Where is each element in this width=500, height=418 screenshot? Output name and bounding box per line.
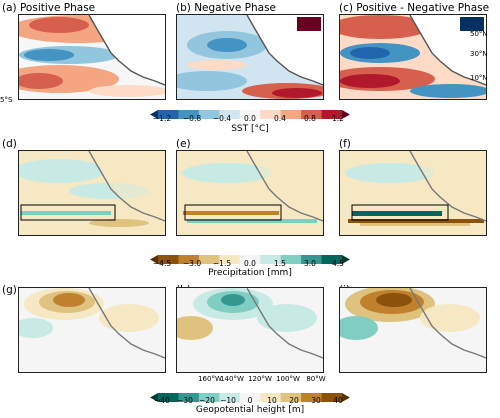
sst-tick: 0.0 xyxy=(244,114,256,123)
colorbar-swatch xyxy=(321,255,343,264)
lon-label-160w: 160°W xyxy=(198,375,222,383)
lat-label-10n: 10°N xyxy=(470,74,488,82)
colorbar-swatch xyxy=(321,393,343,402)
geo-colorbar-label: Geopotential height [m] xyxy=(195,405,305,415)
lon-label-140w: 140°W xyxy=(220,375,244,383)
sst-tick: 1.2 xyxy=(332,114,344,123)
colorbar-swatch xyxy=(198,255,220,264)
colorbar-swatch xyxy=(219,393,241,402)
colorbar-swatch xyxy=(301,393,323,402)
colorbar-swatch xyxy=(239,110,261,119)
colorbar-swatch xyxy=(158,255,179,264)
panel-f-title: (f) xyxy=(339,138,351,150)
precip-tick: 3.0 xyxy=(304,259,316,268)
geo-tick: −10 xyxy=(220,396,236,405)
sst-tick: 0.4 xyxy=(274,114,286,123)
geo-tick: −20 xyxy=(199,396,215,405)
sst-colorbar-label: SST [°C] xyxy=(231,124,269,134)
sst-tick: 0.8 xyxy=(304,114,316,123)
colorbar-extend-high xyxy=(342,393,350,402)
colorbar-swatch xyxy=(301,255,323,264)
lat-label-5s: 5°S xyxy=(0,96,13,104)
sst-tick: −0.8 xyxy=(182,114,202,123)
panel-b-title: (b) Negative Phase xyxy=(176,2,277,14)
colorbar-swatch xyxy=(158,110,179,119)
colorbar-swatch xyxy=(219,255,241,264)
sst-tick: −1.2 xyxy=(152,114,172,123)
colorbar-extend-low xyxy=(150,255,158,264)
colorbar-swatch xyxy=(321,110,343,119)
precip-colorbar-label: Precipitation [mm] xyxy=(208,268,292,278)
panel-a-title: (a) Positive Phase xyxy=(2,2,96,14)
colorbar-swatch xyxy=(239,393,261,402)
geo-tick: −30 xyxy=(177,396,193,405)
lat-label-30n: 30°N xyxy=(470,50,488,58)
colorbar-swatch xyxy=(280,255,302,264)
geo-tick: 20 xyxy=(289,396,299,405)
colorbar-swatch xyxy=(260,255,282,264)
map-f-precip-difference xyxy=(339,150,487,236)
map-e-precip-negative xyxy=(176,150,324,236)
precip-tick: 4.5 xyxy=(332,259,344,268)
map-c-sst-difference xyxy=(339,14,487,100)
lon-label-80w: 80°W xyxy=(306,375,326,383)
colorbar-swatch xyxy=(301,110,323,119)
colorbar-extend-high xyxy=(342,255,350,264)
colorbar-swatch xyxy=(198,393,220,402)
geo-colorbar xyxy=(150,387,350,402)
colorbar-swatch xyxy=(178,110,200,119)
colorbar-swatch xyxy=(260,110,282,119)
colorbar-extend-low xyxy=(150,393,158,402)
colorbar-swatch xyxy=(158,393,179,402)
precip-colorbar-swatches xyxy=(150,255,350,264)
precip-tick: −1.5 xyxy=(212,259,232,268)
sst-tick: −0.4 xyxy=(212,114,232,123)
panel-e-title: (e) xyxy=(176,138,191,150)
geo-colorbar-swatches xyxy=(150,393,350,402)
map-b-sst-negative xyxy=(176,14,324,100)
colorbar-swatch xyxy=(178,393,200,402)
colorbar-extend-low xyxy=(150,110,158,119)
geo-tick: 40 xyxy=(333,396,343,405)
colorbar-swatch xyxy=(198,110,220,119)
precip-colorbar xyxy=(150,249,350,264)
colorbar-swatch xyxy=(178,255,200,264)
colorbar-swatch xyxy=(219,110,241,119)
colorbar-extend-high xyxy=(342,110,350,119)
map-h-geopotential-negative xyxy=(176,287,324,373)
geo-tick: 0 xyxy=(247,396,253,405)
map-d-precip-positive xyxy=(18,150,166,236)
lon-label-120w: 120°W xyxy=(248,375,272,383)
lon-label-100w: 100°W xyxy=(276,375,300,383)
geo-tick: 30 xyxy=(311,396,321,405)
colorbar-swatch xyxy=(239,255,261,264)
colorbar-swatch xyxy=(280,110,302,119)
map-i-geopotential-difference xyxy=(339,287,487,373)
sst-colorbar-swatches xyxy=(150,110,350,119)
map-g-geopotential-positive xyxy=(18,287,166,373)
geo-tick: 10 xyxy=(267,396,277,405)
geo-tick: −40 xyxy=(154,396,170,405)
sst-colorbar xyxy=(150,104,350,119)
colorbar-swatch xyxy=(280,393,302,402)
precip-tick: 0.0 xyxy=(244,259,256,268)
colorbar-swatch xyxy=(260,393,282,402)
lat-label-50n: 50°N xyxy=(470,30,488,38)
precip-tick: −3.0 xyxy=(182,259,202,268)
precip-tick: −4.5 xyxy=(152,259,172,268)
panel-d-title: (d) xyxy=(2,138,17,150)
precip-tick: 1.5 xyxy=(274,259,286,268)
panel-c-title: (c) Positive - Negative Phase xyxy=(339,2,490,14)
panel-g-title: (g) xyxy=(2,284,17,296)
map-a-sst-positive xyxy=(18,14,166,100)
